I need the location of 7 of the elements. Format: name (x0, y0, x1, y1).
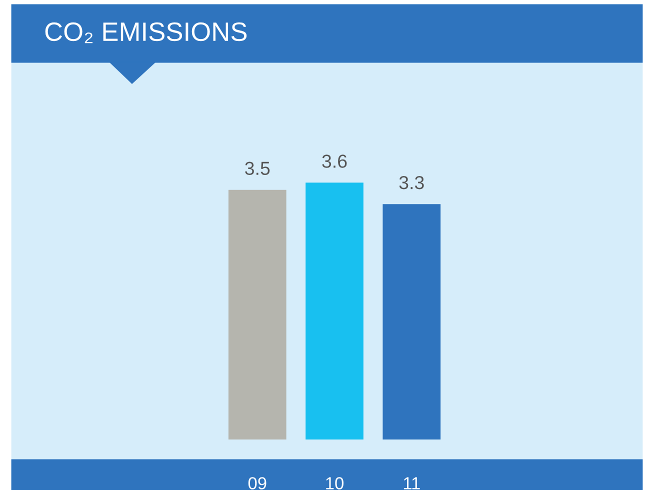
x-tick-label: 09 (248, 477, 266, 490)
data-label: 3.5 (245, 162, 270, 175)
x-tick-label: 11 (404, 477, 420, 490)
data-label: 3.3 (399, 176, 424, 190)
x-tick-label: 10 (326, 477, 344, 490)
chart-title: CO₂ EMISSIONS (45, 22, 247, 44)
data-label: 3.6 (322, 154, 347, 168)
